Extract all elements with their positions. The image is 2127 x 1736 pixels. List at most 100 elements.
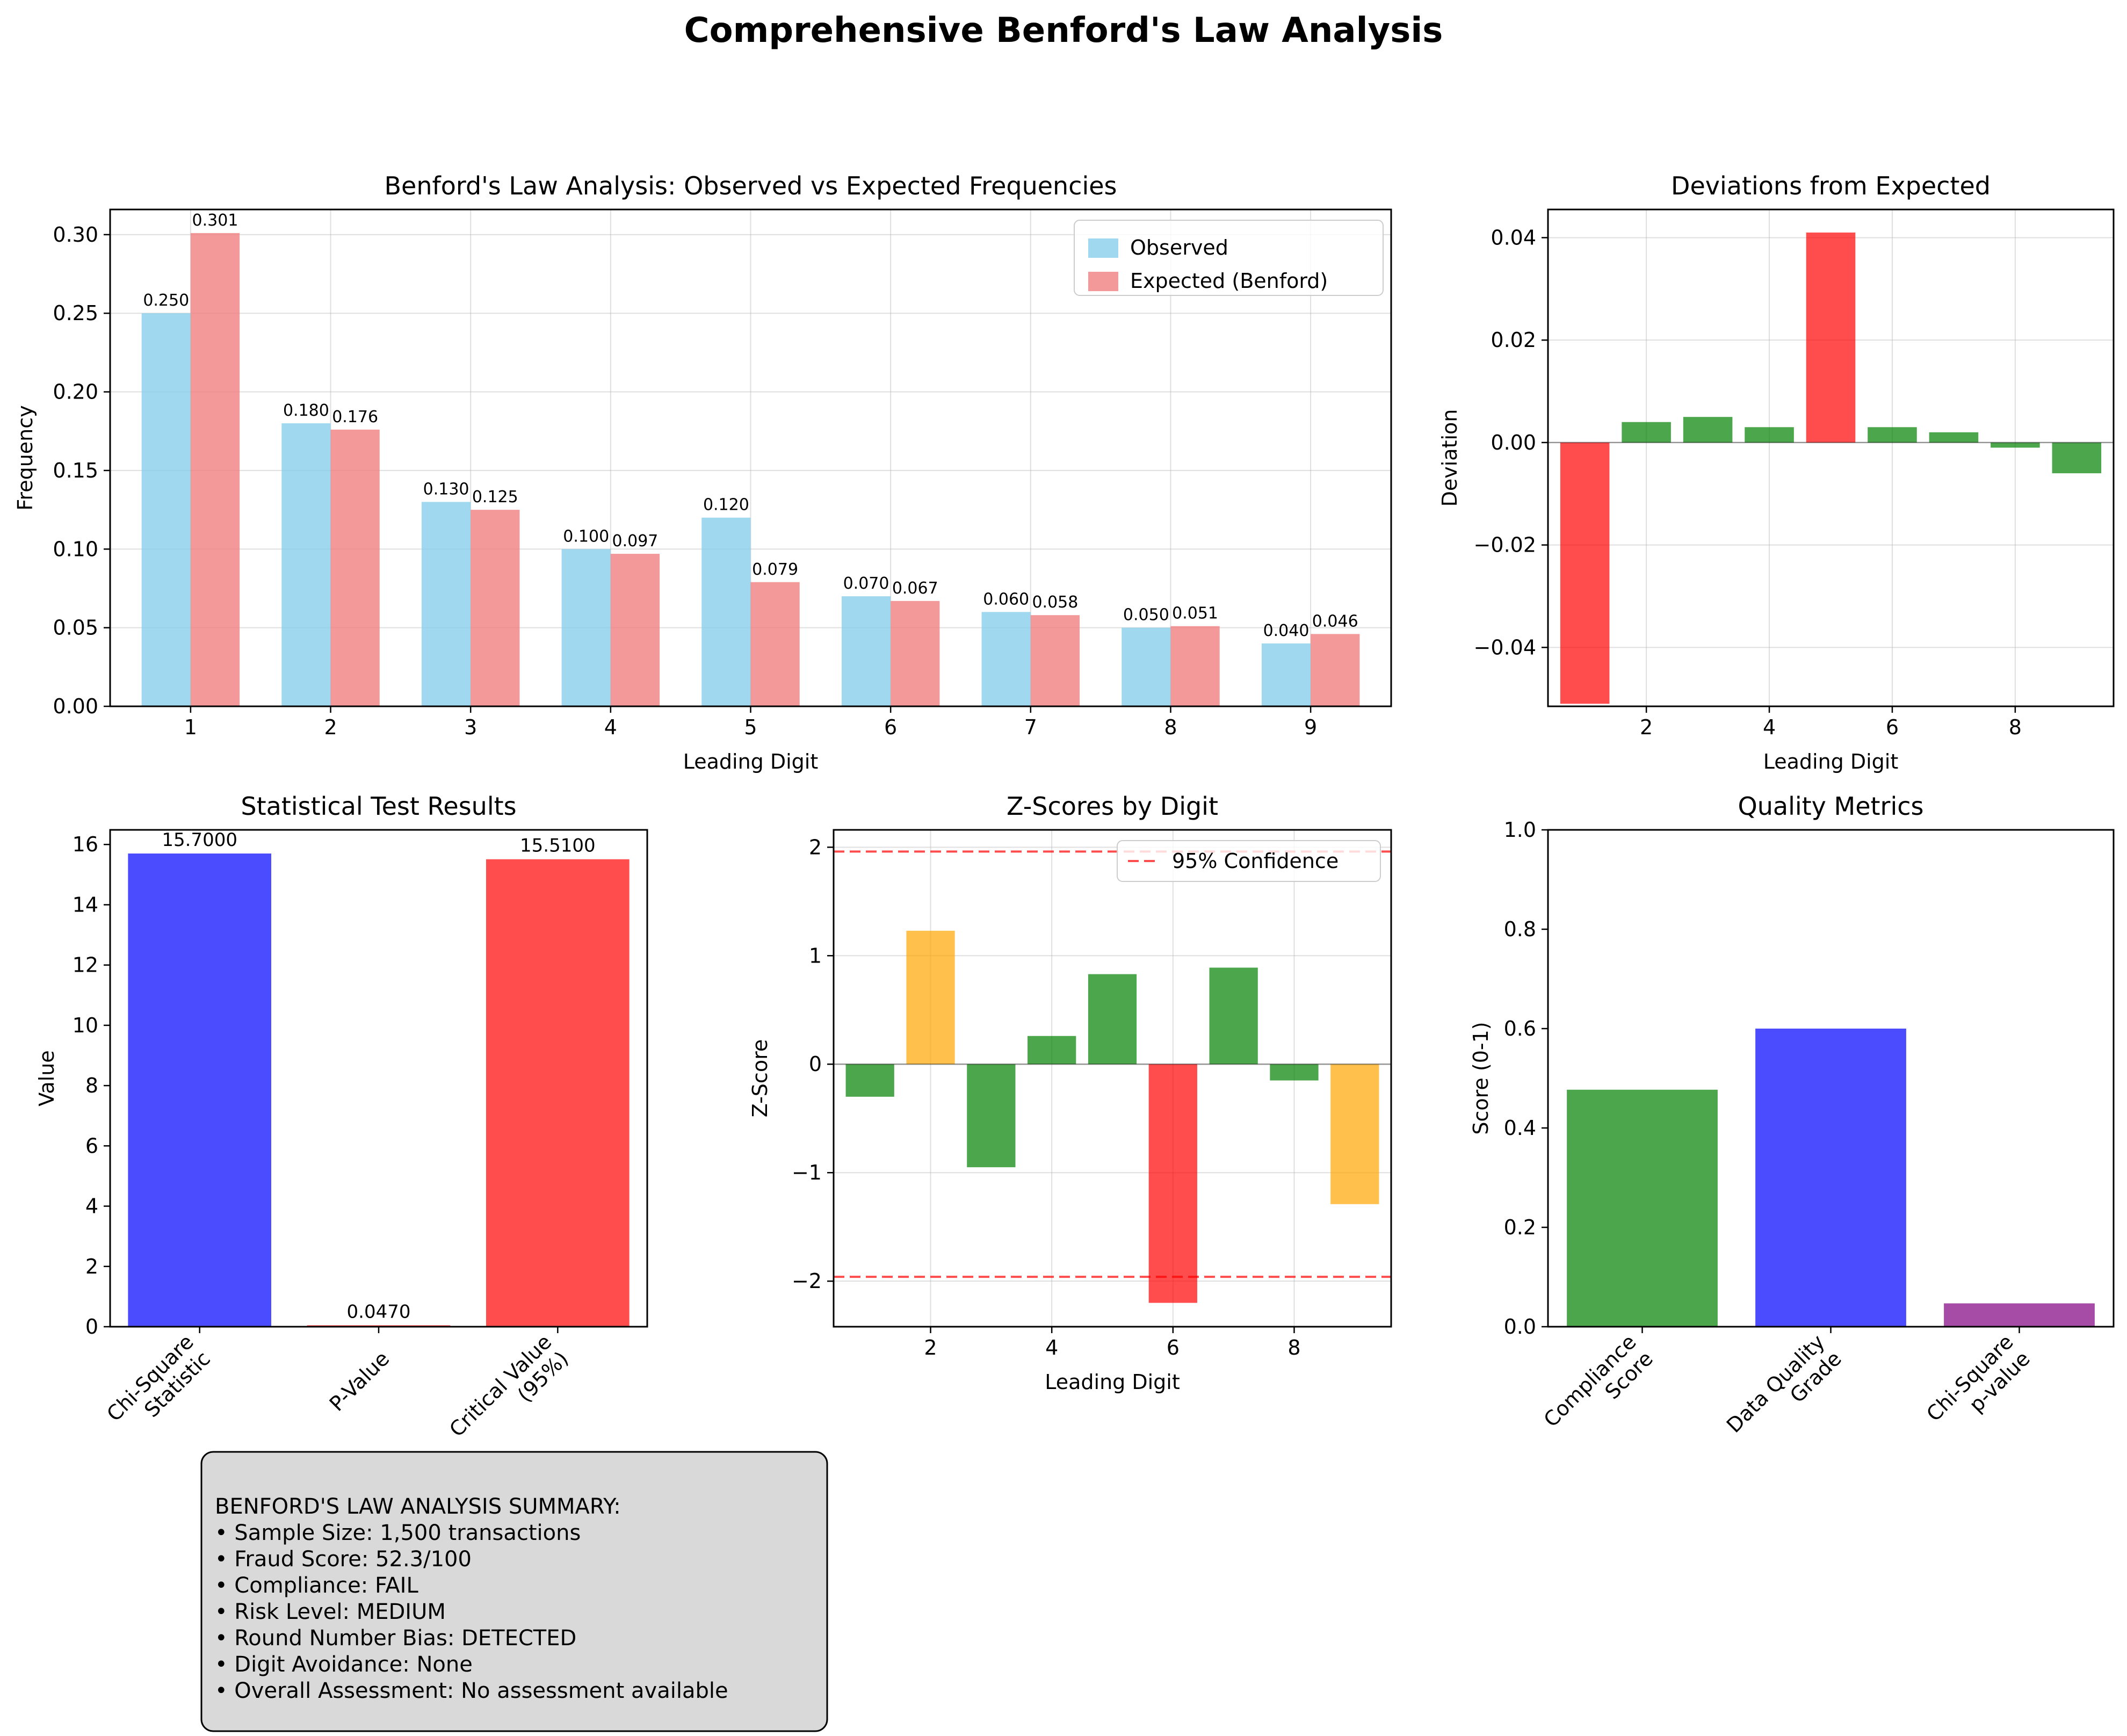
deviation-bar <box>1683 417 1733 443</box>
bar-value-label: 15.5100 <box>520 835 596 857</box>
y-tick-label: 0 <box>85 1315 98 1339</box>
y-tick-label: 8 <box>85 1074 98 1097</box>
x-axis-label: Leading Digit <box>683 750 819 773</box>
x-axis-label: Leading Digit <box>1763 750 1899 773</box>
axes-frame <box>109 829 648 1328</box>
y-tick-label: 4 <box>85 1195 98 1218</box>
summary-line: BENFORD'S LAW ANALYSIS SUMMARY: <box>215 1494 621 1519</box>
quality-bar <box>1567 1089 1718 1327</box>
stat-bar <box>486 859 630 1327</box>
expected-bar <box>1311 634 1360 706</box>
y-tick-label: 0.20 <box>53 380 98 404</box>
y-tick-label: 6 <box>85 1134 98 1158</box>
legend: 95% Confidence <box>1117 840 1381 882</box>
z-score-bar <box>906 930 955 1065</box>
benford-frequency-chart: 0.000.050.100.150.200.250.301 2 3 4 5 6 7 8 90.2… <box>13 171 1392 773</box>
x-tick-label: 1 <box>184 715 197 739</box>
legend: Observed Expected (Benford) <box>1074 220 1384 296</box>
z-score-bar <box>1330 1064 1379 1204</box>
y-tick-label: 12 <box>73 953 98 977</box>
x-tick-label: 7 <box>1024 715 1037 739</box>
expected-bar <box>891 601 940 706</box>
expected-bar <box>471 510 520 706</box>
y-tick-label: 0.10 <box>53 537 98 561</box>
y-tick-label: −0.02 <box>1474 533 1536 557</box>
y-axis-label: Score (0-1) <box>1469 1022 1493 1134</box>
x-tick-label: 6 <box>1167 1336 1180 1359</box>
bar-value-label: 0.079 <box>752 560 798 579</box>
summary-line: • Round Number Bias: DETECTED <box>215 1626 576 1651</box>
x-tick-label: 5 <box>744 715 757 739</box>
bar-value-label: 0.058 <box>1032 593 1078 612</box>
bar-value-label: 0.301 <box>192 211 238 230</box>
bar-value-label: 0.050 <box>1123 606 1169 625</box>
stat-bar <box>128 853 272 1327</box>
panel-title: Quality Metrics <box>1738 792 1924 821</box>
y-tick-label: 0 <box>809 1052 822 1076</box>
summary-line: • Fraud Score: 52.3/100 <box>215 1547 472 1572</box>
summary-line: • Compliance: FAIL <box>215 1573 418 1598</box>
x-tick-label: 4 <box>604 715 617 739</box>
legend-label: Observed <box>1130 236 1228 259</box>
y-tick-label: −2 <box>792 1269 822 1293</box>
summary-line: • Digit Avoidance: None <box>215 1652 473 1677</box>
y-tick-label: 0.8 <box>1504 917 1536 941</box>
x-tick-label: 8 <box>2009 715 2022 739</box>
y-tick-label: 2 <box>85 1255 98 1278</box>
deviations-chart: −0.04 −0.02 0.00 0.02 0.04 2 4 6 8 Deviations fro… <box>1438 171 2115 773</box>
z-score-bar <box>1270 1064 1319 1081</box>
x-tick-label: 9 <box>1304 715 1317 739</box>
x-tick-label: 2 <box>924 1336 937 1359</box>
z-score-bar <box>1088 974 1137 1065</box>
bar-value-label: 0.120 <box>703 496 749 515</box>
y-axis-label: Frequency <box>13 405 37 510</box>
x-tick-label: P-Value <box>325 1347 394 1416</box>
legend-box <box>1074 220 1384 296</box>
y-tick-label: 2 <box>809 835 822 859</box>
bar-value-label: 0.250 <box>143 291 189 310</box>
deviation-bar <box>1868 427 1917 443</box>
observed-bar <box>141 313 191 706</box>
expected-bar <box>1030 615 1080 706</box>
bar-value-label: 0.180 <box>283 401 329 420</box>
x-tick-label: 6 <box>884 715 897 739</box>
quality-bar <box>1944 1303 2095 1327</box>
bar-value-label: 0.176 <box>332 408 378 426</box>
y-axis-label: Deviation <box>1438 409 1462 507</box>
observed-bar <box>841 596 891 706</box>
y-tick-label: 0.30 <box>53 223 98 247</box>
x-tick-label: 2 <box>324 715 337 739</box>
z-score-bar <box>967 1064 1016 1168</box>
statistical-test-chart: 0 2 4 6 8 10 12 14 16 15.7000 Chi-SquareStatistic 0… <box>35 792 648 1458</box>
bar-value-label: 0.125 <box>472 488 518 507</box>
deviation-bar <box>1622 422 1671 443</box>
axes-frame <box>1547 208 2115 707</box>
observed-bar <box>281 423 331 706</box>
y-tick-label: 0.05 <box>53 616 98 640</box>
bar-value-label: 0.070 <box>843 574 889 593</box>
x-tick-label: 3 <box>464 715 477 739</box>
x-tick-label: 8 <box>1164 715 1177 739</box>
x-axis-label: Leading Digit <box>1045 1370 1180 1394</box>
expected-bar <box>330 429 380 706</box>
y-tick-label: 0.6 <box>1504 1017 1536 1040</box>
legend-swatch <box>1088 272 1118 291</box>
y-tick-label: 0.02 <box>1491 328 1536 352</box>
panel-title: Benford's Law Analysis: Observed vs Expe… <box>384 171 1117 200</box>
bar-value-label: 0.100 <box>563 527 609 546</box>
figure-title: Comprehensive Benford's Law Analysis <box>684 11 1443 50</box>
x-tick-label: Critical Value(95%) <box>445 1330 573 1458</box>
deviation-bar <box>1560 442 1610 704</box>
y-tick-label: 1 <box>809 944 822 967</box>
panel-title: Z-Scores by Digit <box>1007 792 1218 821</box>
y-tick-label: 0.0 <box>1504 1315 1536 1339</box>
legend-swatch <box>1088 238 1118 258</box>
observed-bar <box>1261 643 1311 706</box>
z-score-bar <box>1209 967 1258 1065</box>
y-tick-label: 0.00 <box>1491 431 1536 454</box>
y-tick-label: 1.0 <box>1504 818 1536 842</box>
bar-value-label: 0.051 <box>1172 604 1218 623</box>
summary-line: • Risk Level: MEDIUM <box>215 1600 446 1624</box>
expected-bar <box>190 233 240 707</box>
